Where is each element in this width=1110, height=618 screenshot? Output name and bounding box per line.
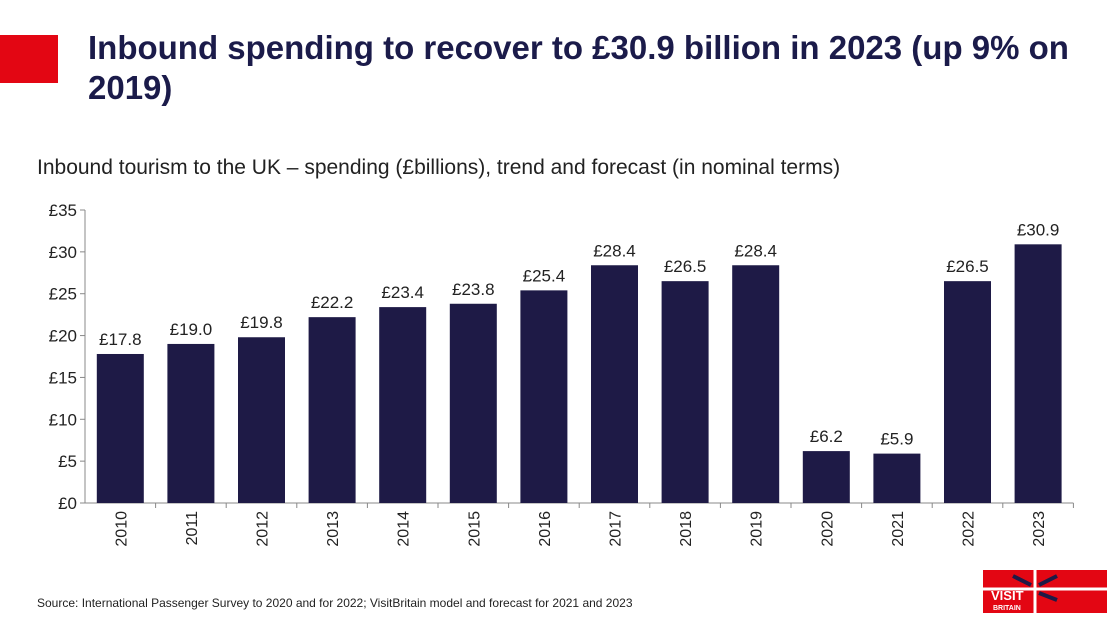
svg-text:BRITAIN: BRITAIN bbox=[993, 605, 1021, 612]
bar-2012 bbox=[238, 337, 285, 503]
data-label: £17.8 bbox=[99, 330, 142, 349]
accent-block bbox=[0, 35, 58, 83]
x-tick-label: 2015 bbox=[466, 511, 483, 547]
y-tick-label: £25 bbox=[49, 285, 77, 304]
x-tick-label: 2023 bbox=[1031, 511, 1048, 547]
y-tick-label: £35 bbox=[49, 201, 77, 220]
x-tick-label: 2021 bbox=[890, 511, 907, 547]
x-tick-label: 2017 bbox=[608, 511, 625, 547]
bar-2015 bbox=[449, 303, 497, 503]
data-label: £23.8 bbox=[452, 280, 495, 299]
data-label: £6.2 bbox=[810, 427, 843, 446]
y-tick-label: £15 bbox=[49, 368, 77, 387]
y-tick-label: £0 bbox=[58, 494, 77, 513]
data-label: £28.4 bbox=[593, 241, 636, 260]
y-tick-label: £30 bbox=[49, 243, 77, 262]
slide-title: Inbound spending to recover to £30.9 bil… bbox=[88, 29, 1069, 106]
x-tick-label: 2012 bbox=[255, 511, 272, 547]
y-tick-label: £20 bbox=[49, 327, 77, 346]
data-label: £28.4 bbox=[734, 241, 777, 260]
data-label: £23.4 bbox=[381, 283, 424, 302]
data-label: £5.9 bbox=[880, 430, 913, 449]
x-tick-label: 2016 bbox=[537, 511, 554, 547]
chart-title: Inbound tourism to the UK – spending (£b… bbox=[37, 156, 841, 179]
source-note: Source: International Passenger Survey t… bbox=[37, 596, 633, 610]
data-label: £19.8 bbox=[240, 313, 283, 332]
svg-text:VISIT: VISIT bbox=[991, 588, 1024, 603]
data-label: £26.5 bbox=[664, 257, 707, 276]
data-label: £25.4 bbox=[523, 266, 566, 285]
bar-2021 bbox=[873, 453, 921, 503]
y-tick-label: £5 bbox=[58, 452, 77, 471]
x-tick-label: 2011 bbox=[184, 511, 201, 546]
visitbritain-logo: VISIT BRITAIN bbox=[983, 570, 1107, 613]
x-tick-label: 2013 bbox=[325, 511, 342, 547]
bar-2022 bbox=[944, 281, 991, 503]
data-label: £26.5 bbox=[946, 257, 989, 276]
bar-2011 bbox=[167, 343, 215, 503]
data-label: £22.2 bbox=[311, 293, 354, 312]
y-tick-label: £10 bbox=[49, 410, 77, 429]
x-tick-label: 2022 bbox=[961, 511, 978, 547]
x-tick-label: 2018 bbox=[678, 511, 695, 547]
bar-2017 bbox=[591, 265, 638, 503]
x-tick-label: 2010 bbox=[113, 511, 130, 547]
x-tick-label: 2019 bbox=[749, 511, 766, 547]
bar-2023 bbox=[1014, 244, 1062, 503]
x-tick-label: 2020 bbox=[819, 511, 836, 547]
x-tick-label: 2014 bbox=[396, 511, 413, 547]
bar-2014 bbox=[379, 307, 427, 503]
data-label: £19.0 bbox=[170, 320, 213, 339]
bar-2018 bbox=[661, 281, 709, 503]
bar-2013 bbox=[308, 317, 356, 503]
bar-2016 bbox=[520, 290, 568, 503]
bar-2020 bbox=[802, 451, 850, 503]
bar-2019 bbox=[732, 265, 780, 503]
data-label: £30.9 bbox=[1017, 220, 1060, 239]
bar-2010 bbox=[96, 353, 144, 503]
